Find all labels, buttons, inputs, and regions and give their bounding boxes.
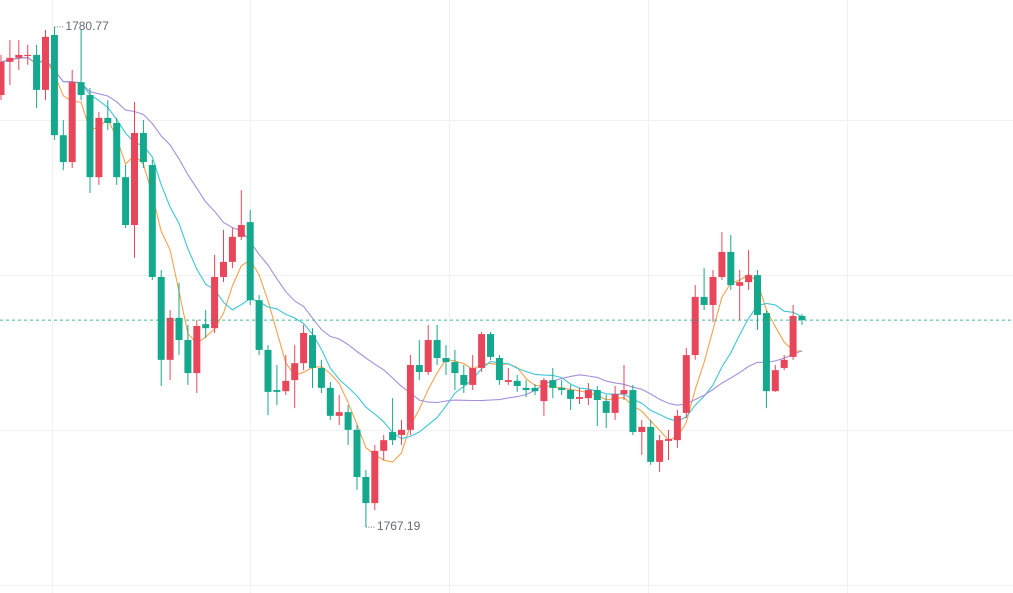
candle-body (220, 261, 227, 277)
candle-body (620, 390, 628, 395)
candle-body (335, 412, 343, 416)
candle-body (727, 251, 735, 286)
candle-body (166, 317, 174, 360)
candle-body (264, 349, 272, 392)
annotation-label: 1780.77 (65, 19, 109, 33)
candle-body (593, 390, 601, 400)
candle-body (415, 365, 423, 373)
candle-body (86, 95, 94, 178)
candle-body (656, 440, 664, 462)
candle-body (718, 251, 726, 277)
candle-body (344, 412, 352, 430)
candle-body (673, 415, 681, 441)
candle-body (371, 450, 379, 504)
candle-body (309, 335, 316, 368)
candle-body (682, 355, 690, 413)
candle-body (798, 316, 806, 321)
candle-body (584, 390, 592, 399)
candle-body (549, 380, 557, 388)
candle-body (665, 439, 672, 441)
candle-body (576, 397, 583, 399)
candle-body (478, 334, 486, 368)
candle-body (558, 387, 566, 391)
candle-body (398, 429, 405, 435)
candle-body (487, 334, 494, 357)
candle-body (433, 339, 441, 359)
candle-body (700, 296, 708, 305)
annotation-label: 1767.19 (377, 519, 421, 533)
candle-body (326, 387, 334, 416)
candle-body (629, 390, 637, 433)
candle-body (282, 380, 290, 392)
candle-body (611, 394, 619, 413)
candle-body (380, 440, 388, 451)
candle-body (638, 426, 646, 433)
candle-body (33, 54, 41, 90)
candle-body (273, 390, 281, 392)
candle-body (24, 54, 32, 56)
candle-body (762, 313, 770, 392)
candle-body (0, 61, 5, 96)
candle-body (42, 36, 49, 90)
candle-body (771, 370, 779, 392)
candle-body (504, 380, 512, 382)
candle-body (460, 374, 468, 385)
candle-body (691, 296, 699, 356)
candle-body (406, 365, 414, 430)
moving-average-line (0, 56, 803, 440)
candle-body (68, 82, 76, 163)
candle-body (255, 300, 263, 350)
candle-body (95, 117, 103, 178)
candle-body (780, 359, 788, 368)
candle-body (513, 380, 521, 387)
candle-body (300, 332, 308, 364)
candle-body (647, 426, 655, 462)
candle-body (77, 82, 85, 96)
candle-body (211, 276, 219, 329)
candle-body (246, 222, 254, 301)
candle-body (193, 325, 201, 374)
candle-body (184, 339, 192, 374)
candle-body (228, 236, 236, 262)
candle-body (602, 401, 610, 413)
candle-body (789, 316, 797, 357)
candle-body (59, 135, 67, 163)
candle-body (362, 476, 370, 504)
candle-body (122, 177, 130, 226)
candle-body (353, 429, 361, 477)
candle-body (157, 276, 165, 360)
candle-body (104, 117, 112, 124)
candle-body (148, 165, 156, 277)
candle-body (451, 362, 459, 374)
candle-body (50, 34, 58, 136)
candle-body (567, 390, 575, 399)
candle-body (442, 358, 450, 363)
candle-body (139, 132, 147, 163)
candle-body (540, 380, 548, 402)
candle-body (175, 317, 183, 340)
moving-average-line (0, 56, 803, 463)
candle-body (531, 387, 539, 392)
candle-body (522, 387, 530, 391)
candle-body (709, 276, 717, 305)
candle-body (317, 367, 325, 388)
candle-body (745, 275, 753, 283)
moving-average-line (0, 56, 803, 406)
candle-body (237, 225, 245, 237)
candle-body (291, 363, 299, 381)
candle-body (113, 123, 121, 178)
candle-body (469, 367, 477, 385)
candle-body (6, 57, 14, 62)
candle-body (754, 275, 761, 315)
candle-body (389, 432, 397, 441)
candle-body (202, 324, 210, 329)
candle-body (15, 54, 23, 58)
candle-body (736, 282, 744, 286)
candle-body (495, 358, 503, 381)
candle-body (131, 132, 138, 226)
candle-body (424, 339, 432, 373)
